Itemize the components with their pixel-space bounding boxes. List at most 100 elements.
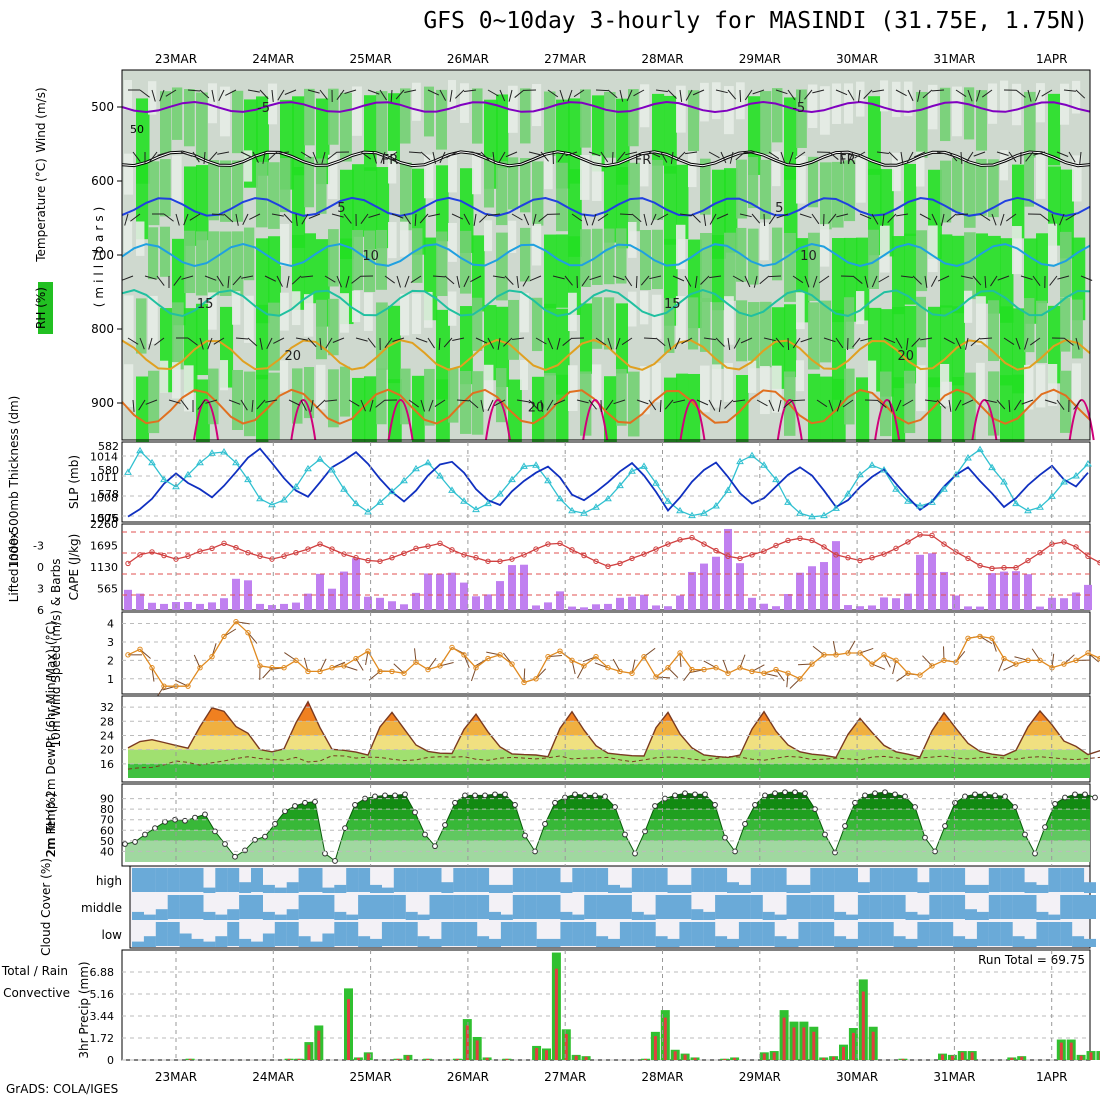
rh-shading-cell xyxy=(892,236,905,315)
cloud-cell-low xyxy=(893,936,906,947)
rh-shading-cell xyxy=(856,81,865,117)
wind-speed-point xyxy=(821,652,827,658)
wind-barb xyxy=(724,399,734,409)
cloud-cell-low xyxy=(822,922,835,946)
rh-shading-cell xyxy=(700,158,711,215)
cloud-cell-low xyxy=(429,938,442,947)
cloud-cell-middle xyxy=(869,895,882,919)
wind-barb xyxy=(696,399,709,406)
rh-shading-cell xyxy=(952,376,966,458)
lifted-index-point xyxy=(161,552,167,559)
wind-barb xyxy=(552,275,565,280)
wind-barb xyxy=(464,89,477,92)
rh-shading-cell xyxy=(808,84,818,128)
lifted-index-point xyxy=(497,558,503,564)
cloud-cell-high xyxy=(560,882,573,893)
cloud-cell-high xyxy=(179,868,192,892)
rh-shading-cell xyxy=(448,153,457,193)
wind-barb xyxy=(1035,89,1041,102)
cloud-cell-middle xyxy=(405,911,418,920)
wind-barb xyxy=(408,399,420,408)
rh-shading-cell xyxy=(1048,223,1058,265)
date-label-top: 24MAR xyxy=(252,52,294,66)
lifted-index-point xyxy=(809,537,815,544)
cloud-cell-high xyxy=(346,868,359,892)
cloud-cell-middle xyxy=(453,895,466,919)
wind-barb xyxy=(967,89,973,102)
precip-convective-bar xyxy=(188,1058,192,1060)
cloud-cell-high xyxy=(298,868,311,892)
thickness-point xyxy=(808,512,816,520)
thickness-point xyxy=(832,504,840,511)
wind-barb xyxy=(529,275,542,282)
precip-convective-bar xyxy=(960,1052,964,1060)
lifted-index-point xyxy=(689,534,695,541)
wind-barb xyxy=(941,213,945,226)
precip-convective-bar xyxy=(545,1050,548,1060)
wind-barb xyxy=(130,213,141,222)
wind-barb xyxy=(456,275,460,288)
wind-barb xyxy=(715,337,725,347)
wind-barb xyxy=(631,213,642,223)
cloud-cell-middle xyxy=(370,895,382,919)
rh-shading-cell xyxy=(460,83,469,123)
wind-barb xyxy=(744,89,753,101)
rh-shading-cell xyxy=(772,88,783,143)
cloud-cell-middle xyxy=(619,895,632,919)
isotherm-line-inner xyxy=(121,151,1091,167)
cloud-cell-low xyxy=(465,922,478,946)
wind-speed-point xyxy=(269,665,275,671)
rh-shading-cell xyxy=(136,376,149,457)
cloud-cell-low xyxy=(1024,938,1037,947)
lifted-index-point xyxy=(125,560,131,567)
cloud-cell-high xyxy=(370,884,382,893)
precip-tick-label: 6.88 xyxy=(90,966,115,979)
rh-point xyxy=(502,791,508,798)
cloud-cell-high xyxy=(167,868,180,892)
cloud-cell-middle xyxy=(965,909,977,920)
lifted-index-point xyxy=(1037,549,1043,556)
wind-barb xyxy=(199,337,204,350)
rh-point xyxy=(882,789,888,796)
wind-barb xyxy=(1024,337,1029,350)
wind-barb xyxy=(439,151,446,164)
rh-shading-cell xyxy=(700,232,712,302)
cape-bar xyxy=(352,558,360,610)
wind-barb xyxy=(154,337,165,346)
rh-shading-cell xyxy=(496,94,509,168)
date-label-top: 28MAR xyxy=(641,52,683,66)
cape-bar xyxy=(928,553,936,610)
rh-point xyxy=(1092,794,1098,801)
wind-barb xyxy=(428,399,434,412)
rh-tick-label: 90 xyxy=(100,793,114,806)
thickness-point xyxy=(868,461,876,468)
wind-speed-point xyxy=(473,665,479,671)
thickness-point xyxy=(160,475,168,483)
rh-point xyxy=(832,849,838,856)
wind-barb xyxy=(648,399,657,411)
wind-barb xyxy=(787,337,790,351)
cape-bar xyxy=(316,573,324,610)
precip-tick-label: 1.72 xyxy=(90,1032,115,1045)
cloud-cell-low xyxy=(358,936,371,947)
thickness-point xyxy=(568,506,576,514)
wind-barb xyxy=(775,89,788,95)
wind-barb xyxy=(667,89,677,99)
lifted-index-point xyxy=(521,552,527,558)
rh-shading-cell xyxy=(388,150,397,184)
wind-speed-point xyxy=(257,663,263,669)
wind-barb xyxy=(716,213,729,220)
cloud-cell-middle xyxy=(667,895,680,919)
thickness-point xyxy=(328,466,336,473)
cloud-cell-middle xyxy=(691,909,704,920)
wind-barb xyxy=(360,399,366,412)
wind-speed-point xyxy=(281,665,287,671)
cloud-cell-middle xyxy=(381,895,394,919)
rh-shading-cell xyxy=(868,360,877,393)
rh-tick-label: 80 xyxy=(100,803,114,816)
thickness-point xyxy=(232,458,240,466)
wind-barb xyxy=(871,275,878,288)
wind-barb xyxy=(514,89,525,98)
wind-speed-point xyxy=(1013,661,1019,667)
li-tick-label: 3 xyxy=(37,583,44,596)
